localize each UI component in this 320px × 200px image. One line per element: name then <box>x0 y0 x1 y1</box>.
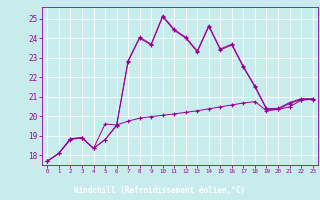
Text: Windchill (Refroidissement éolien,°C): Windchill (Refroidissement éolien,°C) <box>75 186 245 196</box>
